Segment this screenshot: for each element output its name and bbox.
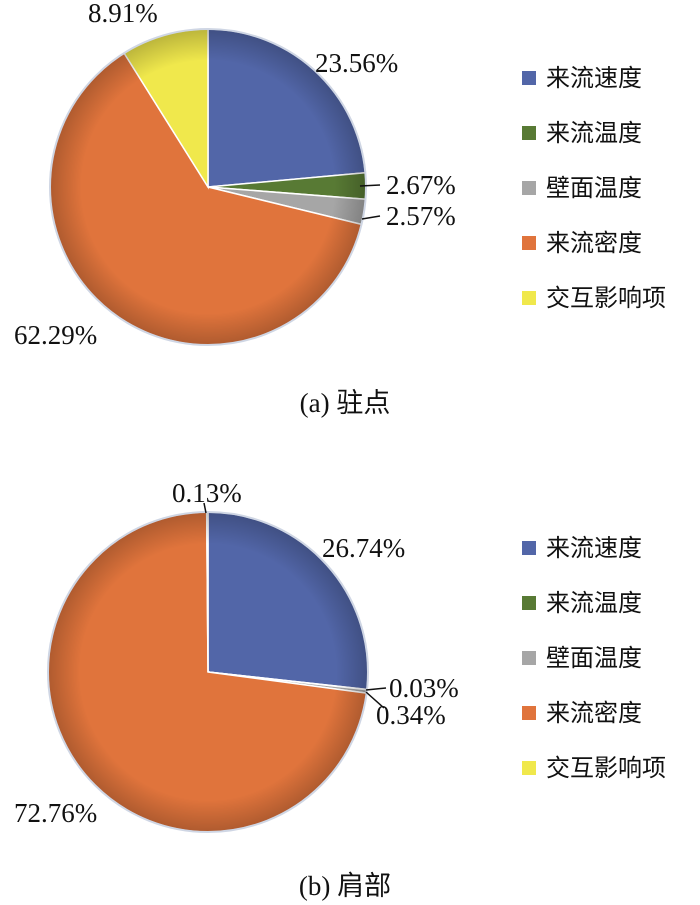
legend-a-label-4: 交互影响项: [546, 284, 666, 312]
legend-a-item-0: 来流速度: [522, 64, 642, 92]
pie-a-label-2: 2.57%: [386, 201, 456, 231]
caption-b: (b) 肩部: [299, 871, 391, 901]
legend-a-swatch-0: [522, 71, 536, 85]
pie-b-slices: [47, 511, 369, 833]
pie-b-label-2: 0.34%: [376, 700, 446, 730]
legend-b: 来流速度 来流温度 壁面温度 来流密度 交互影响项: [522, 534, 666, 782]
caption-a: (a) 驻点: [300, 388, 391, 418]
pie-a-slices: [49, 28, 367, 346]
pie-b-label-3: 72.76%: [14, 798, 97, 828]
legend-a-label-0: 来流速度: [546, 64, 642, 92]
pie-a-label-0: 23.56%: [315, 48, 398, 78]
leader-line-b-2: [365, 687, 387, 691]
legend-b-item-0: 来流速度: [522, 534, 642, 562]
pie-a-labels: 23.56% 2.67% 2.57% 62.29% 8.91%: [14, 0, 456, 350]
pie-chart-b: 26.74% 0.03% 0.34% 72.76% 0.13% 来流速度 来流温…: [14, 478, 666, 901]
legend-b-item-2: 壁面温度: [522, 644, 642, 672]
pie-b-label-1: 0.03%: [389, 673, 459, 703]
legend-b-swatch-2: [522, 651, 536, 665]
legend-a-swatch-2: [522, 181, 536, 195]
legend-a-item-2: 壁面温度: [522, 174, 642, 202]
legend-a: 来流速度 来流温度 壁面温度 来流密度 交互影响项: [522, 64, 666, 312]
legend-b-label-4: 交互影响项: [546, 754, 666, 782]
legend-b-item-4: 交互影响项: [522, 754, 666, 782]
pie-a-label-3: 62.29%: [14, 320, 97, 350]
leader-line-b-3: [365, 691, 385, 709]
legend-b-item-1: 来流温度: [522, 589, 642, 617]
pie-b-labels: 26.74% 0.03% 0.34% 72.76% 0.13%: [14, 478, 459, 828]
legend-b-label-2: 壁面温度: [546, 644, 642, 672]
legend-a-item-4: 交互影响项: [522, 284, 666, 312]
pie-b-label-0: 26.74%: [322, 533, 405, 563]
legend-a-swatch-3: [522, 236, 536, 250]
pie-b-rim: [47, 511, 369, 833]
pie-a-rim: [49, 28, 367, 346]
leader-line-b-1: [203, 502, 207, 514]
legend-b-label-3: 来流密度: [546, 699, 642, 727]
pie-chart-a: 23.56% 2.67% 2.57% 62.29% 8.91% 来流速度 来流温…: [14, 0, 666, 418]
legend-b-label-1: 来流温度: [546, 589, 642, 617]
legend-a-item-3: 来流密度: [522, 229, 642, 257]
legend-b-label-0: 来流速度: [546, 534, 642, 562]
legend-a-label-1: 来流温度: [546, 119, 642, 147]
legend-a-item-1: 来流温度: [522, 119, 642, 147]
pie-b-label-4: 0.13%: [172, 478, 242, 508]
pie-a-label-4: 8.91%: [88, 0, 158, 28]
pie-a-label-1: 2.67%: [386, 170, 456, 200]
legend-a-swatch-1: [522, 126, 536, 140]
legend-b-swatch-4: [522, 761, 536, 775]
legend-a-swatch-4: [522, 291, 536, 305]
legend-b-swatch-3: [522, 706, 536, 720]
legend-b-swatch-0: [522, 541, 536, 555]
legend-a-label-3: 来流密度: [546, 229, 642, 257]
leader-line-a-2: [361, 215, 381, 220]
legend-b-item-3: 来流密度: [522, 699, 642, 727]
leader-line-a-1: [359, 184, 381, 187]
legend-b-swatch-1: [522, 596, 536, 610]
legend-a-label-2: 壁面温度: [546, 174, 642, 202]
